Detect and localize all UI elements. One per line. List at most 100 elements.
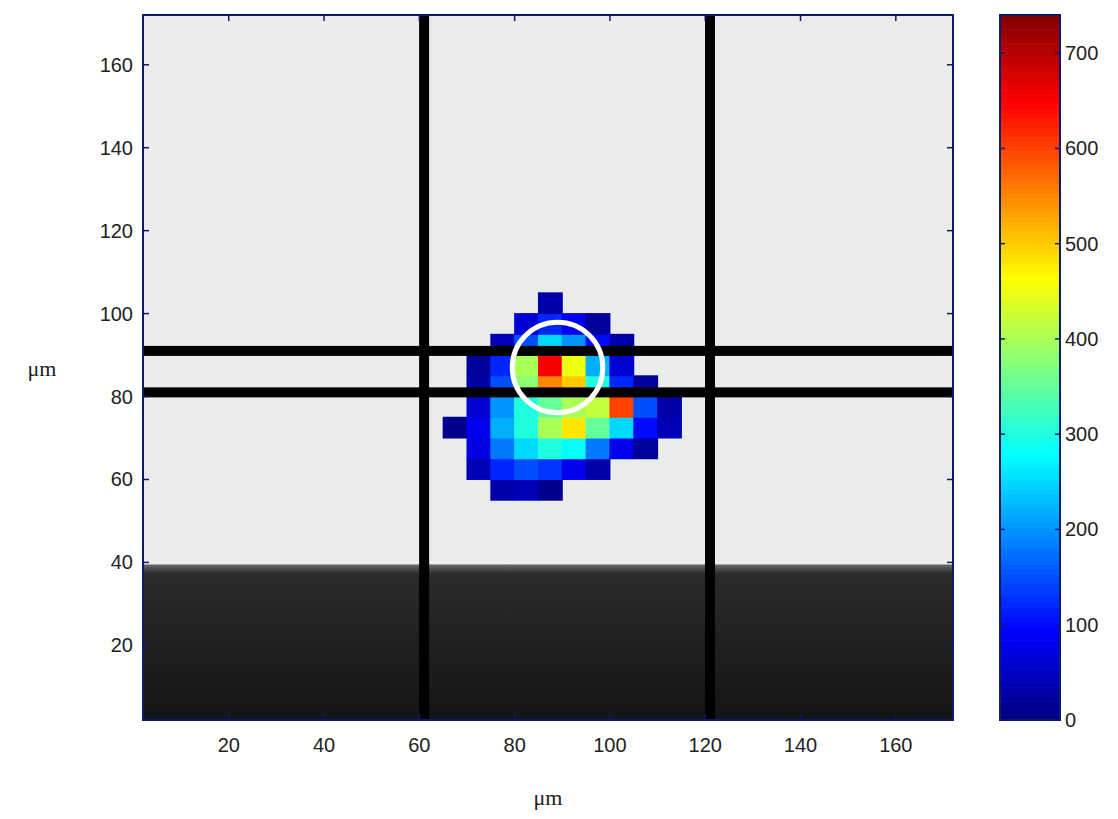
colorbar-strip: [1000, 358, 1060, 363]
heatmap-cell: [609, 417, 634, 439]
colorbar-strip: [1000, 391, 1060, 396]
heatmap-cell: [657, 417, 682, 439]
colorbar-tick: [1000, 52, 1005, 54]
heatmap-cell: [514, 458, 539, 480]
heatmap-cell: [538, 417, 563, 439]
colorbar-strip: [1000, 189, 1060, 194]
colorbar-strip: [1000, 86, 1060, 91]
colorbar-strip: [1000, 34, 1060, 39]
colorbar-strip: [1000, 635, 1060, 640]
colorbar-strip: [1000, 170, 1060, 175]
x-tick-label: 100: [593, 734, 626, 756]
colorbar-strip: [1000, 269, 1060, 274]
colorbar-strip: [1000, 565, 1060, 570]
colorbar-strip: [1000, 20, 1060, 25]
y-tick-label: 40: [111, 551, 133, 573]
heatmap-cell: [562, 438, 587, 460]
heatmap-cell: [633, 438, 658, 460]
heatmap-cell: [562, 417, 587, 439]
heatmap-cell: [586, 417, 611, 439]
colorbar-strip: [1000, 659, 1060, 664]
x-tick: [419, 714, 421, 720]
colorbar-strip: [1000, 161, 1060, 166]
colorbar-strip: [1000, 382, 1060, 387]
colorbar-strip: [1000, 546, 1060, 551]
heatmap-cell: [538, 458, 563, 480]
colorbar-strip: [1000, 118, 1060, 123]
heatmap-cell: [467, 417, 492, 439]
colorbar-strip: [1000, 71, 1060, 76]
colorbar-tick: [1055, 52, 1060, 54]
colorbar-strip: [1000, 523, 1060, 528]
colorbar-strip: [1000, 617, 1060, 622]
colorbar-strip: [1000, 302, 1060, 307]
colorbar-strip: [1000, 631, 1060, 636]
colorbar-tick-label: 500: [1065, 233, 1098, 255]
y-tick: [947, 147, 953, 149]
colorbar-strip: [1000, 95, 1060, 100]
x-tick: [228, 15, 230, 21]
heatmap-cell: [467, 438, 492, 460]
colorbar-strip: [1000, 706, 1060, 711]
colorbar-strip: [1000, 325, 1060, 330]
heatmap-cell: [467, 458, 492, 480]
colorbar-strip: [1000, 142, 1060, 147]
colorbar-strip: [1000, 711, 1060, 716]
y-tick-label: 60: [111, 468, 133, 490]
heatmap-cell: [633, 417, 658, 439]
x-tick: [800, 714, 802, 720]
grid-bar: [705, 15, 715, 720]
colorbar-strip: [1000, 494, 1060, 499]
colorbar-strip: [1000, 476, 1060, 481]
y-tick: [143, 313, 149, 315]
colorbar-frame: [1000, 15, 1060, 720]
colorbar-tick: [1000, 338, 1005, 340]
colorbar-strip: [1000, 372, 1060, 377]
colorbar-strip: [1000, 236, 1060, 241]
colorbar-strip: [1000, 104, 1060, 109]
colorbar-strip: [1000, 452, 1060, 457]
colorbar-strip: [1000, 466, 1060, 471]
colorbar-strip: [1000, 377, 1060, 382]
colorbar-strip: [1000, 241, 1060, 246]
colorbar-tick: [1000, 433, 1005, 435]
colorbar-strip: [1000, 692, 1060, 697]
x-tick: [895, 714, 897, 720]
x-tick-label: 120: [689, 734, 722, 756]
colorbar-strip: [1000, 24, 1060, 29]
colorbar-tick: [1055, 243, 1060, 245]
chart: 2040608010012014016020406080100120140160…: [0, 0, 1118, 819]
heatmap-cell: [514, 479, 539, 501]
heatmap-cell: [538, 438, 563, 460]
heatmap-cell: [538, 479, 563, 501]
colorbar-strip: [1000, 156, 1060, 161]
colorbar-strip: [1000, 208, 1060, 213]
colorbar-strip: [1000, 114, 1060, 119]
colorbar-tick-label: 400: [1065, 328, 1098, 350]
colorbar-strip: [1000, 433, 1060, 438]
colorbar-strip: [1000, 462, 1060, 467]
colorbar-strip: [1000, 429, 1060, 434]
colorbar-tick-label: 600: [1065, 137, 1098, 159]
x-tick: [323, 15, 325, 21]
colorbar-strip: [1000, 645, 1060, 650]
colorbar-strip: [1000, 344, 1060, 349]
colorbar-strip: [1000, 415, 1060, 420]
colorbar-strip: [1000, 217, 1060, 222]
colorbar-strip: [1000, 424, 1060, 429]
colorbar: [1000, 15, 1060, 721]
heatmap-cell: [657, 396, 682, 418]
y-axis-label: μm: [28, 356, 57, 381]
colorbar-strip: [1000, 100, 1060, 105]
colorbar-strip: [1000, 621, 1060, 626]
colorbar-strip: [1000, 396, 1060, 401]
heatmap-cell: [538, 292, 563, 314]
heatmap-cell: [490, 417, 515, 439]
heatmap-cell: [467, 355, 492, 377]
colorbar-strip: [1000, 133, 1060, 138]
colorbar-strip: [1000, 81, 1060, 86]
colorbar-strip: [1000, 570, 1060, 575]
colorbar-strip: [1000, 368, 1060, 373]
x-tick: [228, 714, 230, 720]
colorbar-strip: [1000, 386, 1060, 391]
